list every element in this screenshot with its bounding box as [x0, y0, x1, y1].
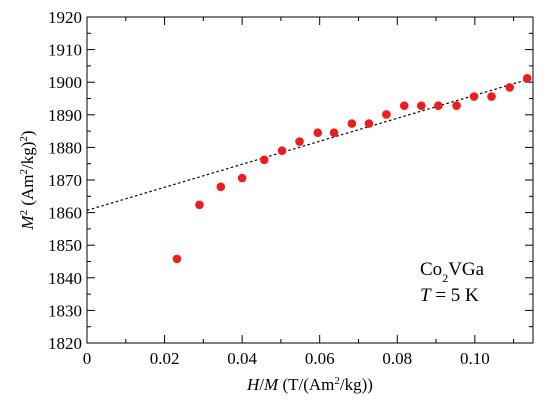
- y-tick-label: 1830: [48, 301, 82, 320]
- y-tick-label: 1860: [48, 204, 82, 223]
- data-point: [172, 254, 182, 264]
- data-point: [329, 128, 339, 138]
- data-point: [505, 83, 515, 92]
- y-tick-label: 1920: [48, 8, 82, 27]
- x-tick-label: 0.06: [305, 349, 335, 368]
- data-point: [364, 119, 374, 128]
- data-point: [417, 101, 426, 110]
- y-tick-label: 1850: [48, 236, 82, 255]
- data-point: [469, 92, 479, 101]
- data-point: [313, 128, 323, 138]
- data-point: [452, 101, 461, 110]
- annotation-compound: Co2VGa: [420, 259, 485, 285]
- data-points: [172, 73, 532, 264]
- y-axis-label: M2 (Am2/kg)2): [18, 130, 37, 230]
- y-tick-label: 1910: [48, 41, 82, 60]
- axis-ticks: [86, 16, 533, 344]
- data-point: [382, 110, 391, 119]
- data-point: [259, 155, 269, 165]
- x-tick-label: 0: [83, 349, 92, 368]
- y-tick-label: 1890: [48, 106, 82, 125]
- data-point: [434, 101, 443, 110]
- data-point: [216, 182, 226, 192]
- x-tick-label: 0.10: [460, 349, 490, 368]
- x-tick-label: 0.04: [227, 349, 257, 368]
- annotation-temperature: T = 5 K: [420, 285, 479, 306]
- data-point: [295, 137, 304, 146]
- x-axis-label: H/M (T/(Am2/kg)): [246, 375, 373, 394]
- data-point: [399, 101, 409, 110]
- x-tick-label: 0.08: [382, 349, 412, 368]
- data-point: [237, 173, 247, 183]
- data-point: [487, 92, 496, 101]
- y-tick-label: 1900: [48, 73, 82, 92]
- x-tick-labels: 0 0.02 0.04 0.06 0.08 0.10: [83, 349, 490, 368]
- data-point: [195, 200, 204, 210]
- data-point: [347, 119, 357, 128]
- y-tick-labels: 1820 1830 1840 1850 1860 1870 1880 1890 1900 1910…: [48, 8, 82, 353]
- data-point: [522, 73, 532, 83]
- y-tick-label: 1880: [48, 138, 82, 157]
- fit-line: [86, 77, 534, 211]
- y-tick-label: 1820: [48, 334, 82, 353]
- y-tick-label: 1840: [48, 269, 82, 288]
- y-tick-label: 1870: [48, 171, 82, 190]
- x-tick-label: 0.02: [150, 349, 180, 368]
- data-point: [277, 146, 287, 155]
